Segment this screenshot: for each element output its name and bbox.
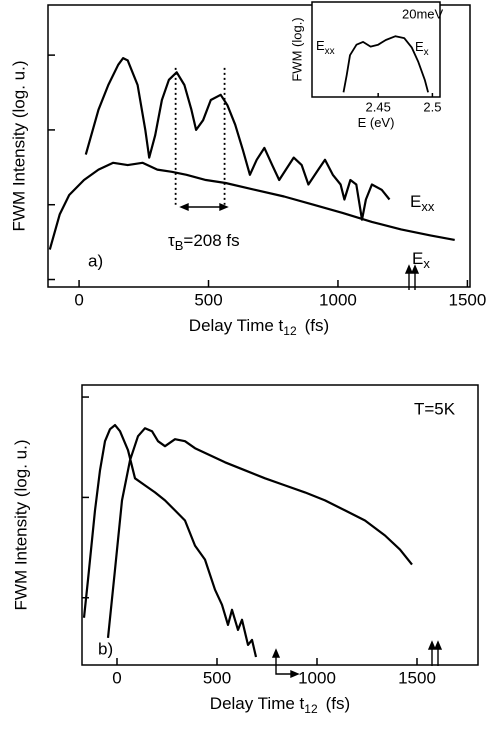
y-axis-label: FWM Intensity (log. u.): [11, 440, 30, 611]
x-axis-label: Delay Time t12 (fs): [189, 316, 329, 338]
y-axis-label: FWM Intensity (log. u.): [9, 61, 28, 232]
x-tick-label: 1000: [298, 668, 336, 687]
annotation: T=5K: [414, 399, 456, 418]
annotation-rest: =208 fs: [183, 231, 239, 250]
label-main: E: [412, 249, 423, 268]
peak-label: Ex: [415, 39, 429, 57]
x-label-end: (fs): [305, 316, 330, 335]
label-sub: xx: [421, 199, 435, 214]
annotation: 20meV: [402, 6, 444, 21]
series-label: Ex: [412, 249, 430, 271]
x-tick-label: 0: [112, 668, 121, 687]
y-axis-label: FWM (log.): [289, 17, 304, 81]
label-sub: x: [423, 256, 430, 271]
label-main: E: [316, 38, 325, 53]
polarization-arrow: [275, 652, 296, 675]
plot-frame: [311, 1, 441, 98]
label-main: E: [415, 39, 424, 54]
x-label-end: (fs): [326, 694, 351, 713]
x-label-text: Delay Time t: [189, 316, 284, 335]
plot-frame: [47, 4, 471, 288]
label-main: E: [410, 192, 421, 211]
x-tick-label: 1000: [319, 290, 357, 309]
arrow-heads: [271, 648, 300, 679]
panel-label: a): [88, 251, 103, 270]
plot-frame: [81, 384, 479, 666]
data-line: [342, 35, 429, 93]
annotation: τB=208 fs: [168, 231, 240, 253]
x-tick-label: 1500: [398, 668, 436, 687]
arrow-heads: [427, 640, 443, 650]
data-line: [106, 427, 413, 639]
x-tick-label: 2.5: [423, 99, 441, 114]
data-line: [82, 424, 258, 658]
x-tick-label: 1500: [448, 290, 486, 309]
x-label-text: E (eV): [358, 115, 395, 130]
x-label-sub: 12: [283, 324, 297, 338]
x-tick-label: 500: [203, 668, 231, 687]
label-sub: x: [424, 47, 429, 58]
panel-label: b): [98, 639, 113, 658]
series-label: Exx: [410, 192, 435, 214]
arrow-heads: [404, 264, 420, 274]
decorations: [179, 10, 443, 679]
annotation-text: τ: [168, 231, 175, 250]
x-tick-label: 2.45: [366, 99, 391, 114]
x-label-sub: 12: [304, 702, 318, 716]
label-sub: xx: [325, 46, 335, 57]
x-axis-label: E (eV): [358, 115, 395, 130]
x-tick-label: 500: [194, 290, 222, 309]
data-line: [84, 57, 391, 221]
annotation-sub: B: [175, 238, 184, 253]
data-line: [48, 161, 455, 250]
x-label-text: Delay Time t: [210, 694, 305, 713]
x-axis-label: Delay Time t12 (fs): [210, 694, 350, 716]
peak-label: Exx: [316, 38, 335, 56]
arrow-heads: [179, 202, 229, 212]
x-tick-label: 0: [74, 290, 83, 309]
